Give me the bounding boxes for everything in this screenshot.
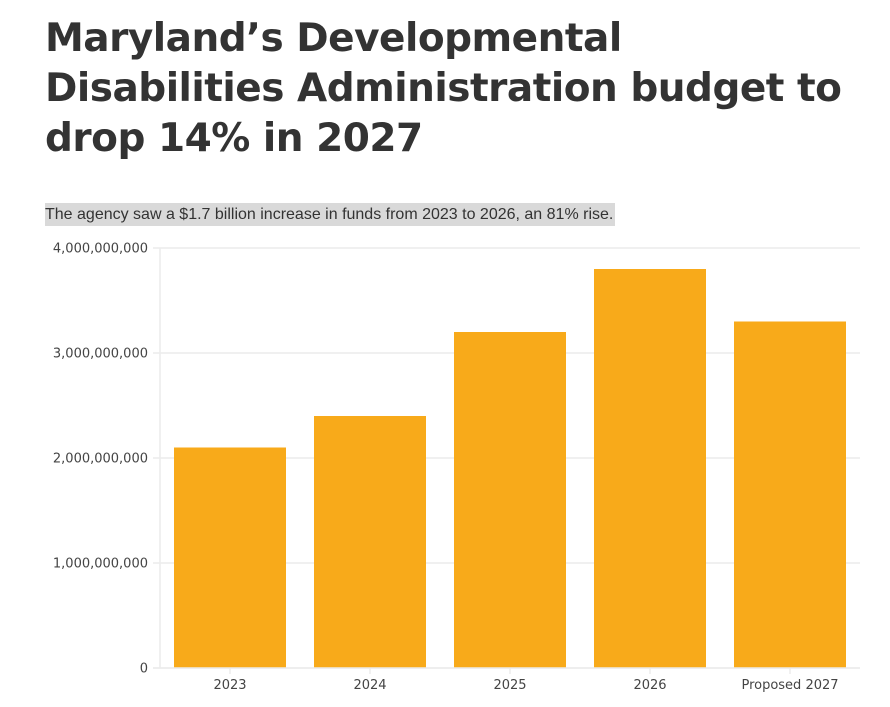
axes: 0 1,000,000,000 2,000,000,000 3,000,000,000… bbox=[53, 242, 860, 693]
subtitle-container: The agency saw a $1.7 billion increase i… bbox=[45, 203, 616, 226]
x-tick-label: Proposed 2027 bbox=[741, 678, 838, 693]
y-tick-label: 2,000,000,000 bbox=[53, 452, 148, 467]
y-tick-label: 4,000,000,000 bbox=[53, 242, 148, 257]
x-tick-label: 2023 bbox=[213, 678, 246, 693]
chart-subtitle: The agency saw a $1.7 billion increase i… bbox=[45, 203, 616, 226]
bar-2024 bbox=[314, 416, 426, 668]
chart-title: Maryland’s Developmental Disabilities Ad… bbox=[45, 16, 842, 161]
x-tick-label: 2026 bbox=[633, 678, 666, 693]
y-tick-label: 1,000,000,000 bbox=[53, 557, 148, 572]
y-tick-label: 3,000,000,000 bbox=[53, 347, 148, 362]
x-tick-label: 2025 bbox=[493, 678, 526, 693]
bar-proposed-2027 bbox=[734, 321, 846, 668]
x-tick-label: 2024 bbox=[353, 678, 386, 693]
bar-2025 bbox=[454, 332, 566, 668]
bar-2026 bbox=[594, 269, 706, 668]
bar-2023 bbox=[174, 447, 286, 668]
bars bbox=[174, 269, 846, 668]
y-tick-label: 0 bbox=[140, 662, 148, 677]
